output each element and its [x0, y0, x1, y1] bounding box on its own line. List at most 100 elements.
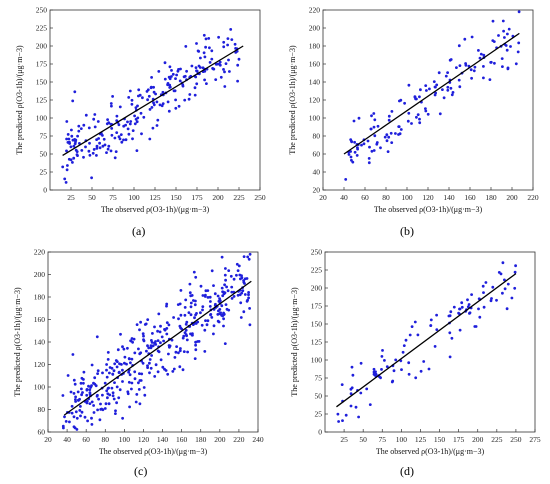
data-point	[185, 338, 189, 342]
chart-panel-b: 20 40 60 80 100 120 140 160 180 200 220 20 40 60 80 100…	[275, 0, 550, 242]
data-point	[114, 409, 117, 413]
data-point	[383, 359, 386, 362]
y-tick-label: 125	[311, 338, 323, 347]
data-point	[115, 365, 119, 369]
data-point	[217, 320, 221, 324]
data-point	[98, 141, 101, 145]
data-point	[243, 293, 247, 296]
data-point	[514, 62, 518, 66]
x-tick-label: 25	[340, 435, 348, 444]
data-point	[226, 289, 230, 293]
data-point	[92, 117, 96, 121]
data-point	[70, 411, 74, 415]
data-point	[484, 281, 488, 284]
data-point	[76, 390, 80, 394]
y-tick-label: 75	[315, 374, 323, 383]
data-point	[84, 145, 87, 149]
data-point	[175, 345, 179, 348]
data-point	[167, 323, 171, 327]
data-point	[136, 116, 140, 120]
data-point	[473, 65, 477, 69]
data-point	[247, 257, 251, 261]
data-point	[182, 334, 186, 338]
data-point	[504, 44, 508, 47]
data-point	[418, 95, 421, 99]
data-point	[336, 412, 340, 416]
x-tick-label: 240	[252, 435, 264, 444]
x-tick-label: 250	[254, 193, 266, 202]
data-point	[89, 385, 93, 389]
x-tick-label: 200	[472, 435, 484, 444]
data-point	[129, 361, 132, 365]
data-point	[157, 70, 161, 73]
data-point	[108, 366, 112, 369]
data-point	[204, 45, 208, 49]
data-point	[123, 361, 126, 365]
data-point	[467, 303, 471, 306]
y-tick-label: 0	[318, 428, 322, 437]
data-point	[93, 125, 97, 129]
data-point	[349, 155, 353, 159]
data-point	[64, 420, 68, 423]
data-point	[206, 319, 210, 323]
data-point	[118, 137, 122, 141]
data-point	[183, 306, 187, 309]
data-point	[82, 123, 86, 127]
data-point	[121, 380, 124, 383]
data-point	[115, 360, 119, 363]
x-tick-label: 160	[464, 193, 476, 202]
data-point	[75, 428, 79, 431]
data-point	[106, 351, 110, 354]
data-point	[150, 341, 154, 344]
data-point	[223, 283, 227, 287]
data-point	[344, 413, 348, 417]
data-point	[129, 120, 133, 123]
data-point	[151, 344, 155, 348]
data-point	[242, 280, 246, 284]
data-point	[72, 392, 76, 395]
panel-label-c: (c)	[134, 464, 148, 478]
data-point	[111, 394, 115, 398]
data-point	[146, 366, 150, 369]
data-point	[406, 119, 410, 123]
data-point	[187, 97, 191, 101]
data-point	[151, 126, 155, 130]
data-point	[152, 85, 156, 89]
data-point	[115, 385, 119, 389]
y-axis-label: The predicted ρ(O3-1h)/(μg·m−3)	[290, 287, 299, 397]
fit-line	[63, 280, 252, 416]
data-point	[121, 345, 124, 349]
data-point	[448, 331, 452, 335]
data-point	[197, 64, 201, 68]
data-point	[74, 148, 78, 152]
data-point	[407, 83, 411, 87]
y-axis-label: The predicted ρ(O3-1h)/(μg·m−3)	[13, 287, 22, 397]
data-point	[506, 282, 510, 286]
data-point	[398, 99, 401, 103]
data-point	[452, 305, 456, 309]
data-point	[468, 311, 472, 315]
data-point	[80, 393, 83, 397]
data-point	[152, 103, 156, 107]
y-tick-label: 200	[36, 42, 48, 51]
data-point	[372, 112, 376, 115]
data-point	[139, 320, 143, 324]
y-tick-label: 140	[309, 78, 321, 87]
data-point	[177, 68, 180, 71]
data-point	[347, 153, 351, 156]
data-point	[157, 312, 161, 316]
data-point	[156, 370, 160, 374]
data-point	[101, 393, 104, 397]
data-point	[513, 270, 517, 274]
data-point	[503, 36, 506, 39]
x-tick-label: 100	[128, 193, 140, 202]
data-point	[67, 137, 71, 141]
data-point	[92, 411, 96, 414]
data-point	[359, 361, 363, 365]
data-point	[205, 82, 208, 85]
data-point	[340, 383, 344, 386]
data-point	[128, 405, 132, 409]
data-point	[225, 307, 229, 311]
data-point	[189, 301, 193, 305]
data-point	[394, 358, 398, 362]
